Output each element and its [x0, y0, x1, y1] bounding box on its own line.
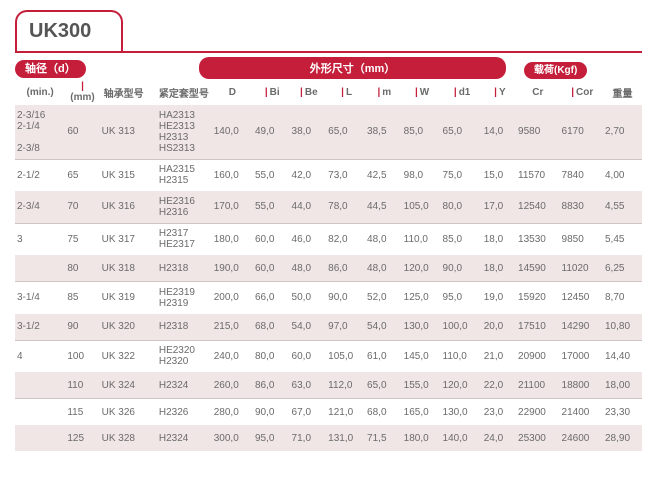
col-Y: |Y — [482, 79, 516, 105]
column-header-row: (min.) |(mm) 轴承型号 紧定套型号 D |Bi |Be |L |m … — [15, 79, 642, 105]
table-row: 3-1/290UK 320H2318215,068,054,097,054,01… — [15, 314, 642, 341]
col-weight: 重量 — [603, 79, 642, 105]
shaft-dia-pill: 轴径（d） — [15, 60, 86, 78]
col-mm: |(mm) — [65, 79, 99, 105]
spec-table: (min.) |(mm) 轴承型号 紧定套型号 D |Bi |Be |L |m … — [15, 79, 642, 451]
table-row: 2-3/470UK 316HE2316 H2316170,055,044,078… — [15, 191, 642, 223]
header-pill-row: 轴径（d） 外形尺寸（mm） 载荷(Kgf) — [15, 51, 642, 79]
col-Cr: Cr — [516, 79, 559, 105]
table-row: 2-1/265UK 315HA2315 H2315160,055,042,073… — [15, 159, 642, 191]
col-D: D — [212, 79, 253, 105]
table-row: 2-3/16 2-1/4 2-3/860UK 313HA2313 HE2313 … — [15, 105, 642, 159]
table-row: 115UK 326H2326280,090,067,0121,068,0165,… — [15, 399, 642, 426]
title-tab: UK300 — [15, 10, 123, 53]
col-m: |m — [365, 79, 402, 105]
table-row: 375UK 317H2317 HE2317180,060,046,082,048… — [15, 223, 642, 255]
outline-pill: 外形尺寸（mm） — [199, 57, 506, 79]
table-row: 3-1/485UK 319HE2319 H2319200,066,050,090… — [15, 282, 642, 314]
col-Be: |Be — [290, 79, 327, 105]
table-row: 125UK 328H2324300,095,071,0131,071,5180,… — [15, 425, 642, 451]
col-Bi: |Bi — [253, 79, 290, 105]
col-min: (min.) — [15, 79, 65, 105]
col-bearing: 轴承型号 — [100, 79, 157, 105]
load-pill: 载荷(Kgf) — [524, 62, 587, 79]
col-L: |L — [326, 79, 365, 105]
col-W: |W — [402, 79, 441, 105]
col-d1: |d1 — [441, 79, 482, 105]
col-sleeve: 紧定套型号 — [157, 79, 212, 105]
table-row: 110UK 324H2324260,086,063,0112,065,0155,… — [15, 372, 642, 399]
col-Cor: |Cor — [560, 79, 603, 105]
table-row: 80UK 318H2318190,060,048,086,048,0120,09… — [15, 255, 642, 282]
table-row: 4100UK 322HE2320 H2320240,080,060,0105,0… — [15, 340, 642, 372]
